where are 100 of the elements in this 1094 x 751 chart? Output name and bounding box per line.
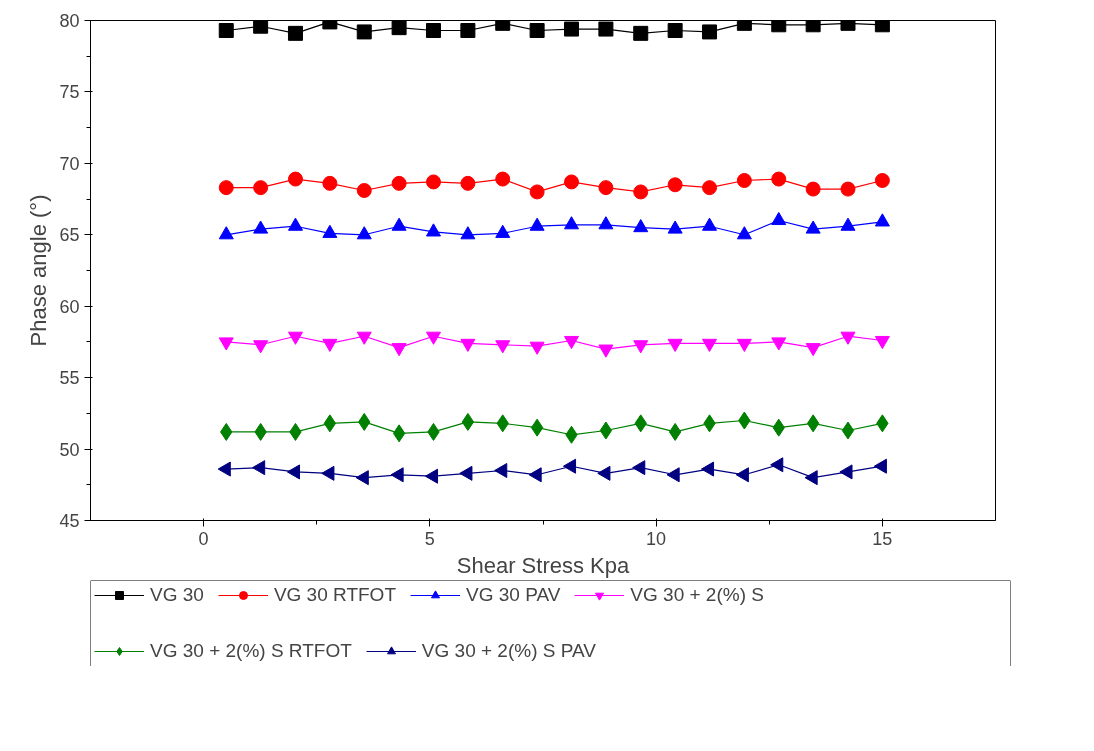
point [702,338,718,352]
point [668,422,682,441]
point [632,460,646,476]
point [425,23,441,38]
point [323,414,337,433]
point [666,467,680,483]
x-tick-label: 0 [198,528,209,549]
point [598,344,614,358]
point [562,458,577,474]
point [564,335,580,350]
point [564,174,580,190]
y-tick-label: 60 [59,296,80,317]
point [599,421,613,440]
point [217,461,231,477]
point [805,181,821,197]
point [356,331,372,345]
point [253,340,269,354]
point [771,337,787,351]
point [564,21,580,37]
x-axis-title: Shear Stress Kpa [456,552,630,578]
point [494,463,508,478]
point [528,467,542,483]
point [218,180,234,196]
point [321,465,335,481]
point [530,418,544,437]
point [253,180,269,196]
point [736,338,752,352]
point [425,331,441,345]
point [529,23,545,38]
point [218,23,234,38]
point [495,171,511,187]
point [667,23,683,38]
y-tick-label: 80 [59,11,80,31]
point [390,467,404,483]
point [702,24,718,40]
point [700,461,715,477]
point [459,465,473,481]
point [286,464,301,480]
point [633,184,649,200]
point [391,175,407,191]
point [839,464,853,480]
point [461,412,475,431]
point [424,468,439,484]
y-axis-title: Phase angle (°) [26,194,52,347]
point [252,460,266,476]
point [356,24,372,40]
point [770,457,784,473]
point [322,338,338,352]
point [806,414,820,433]
point [287,331,303,345]
point [356,183,372,198]
point [355,470,369,486]
point [218,337,234,351]
point [425,174,441,190]
legend-label: VG 30 PAV [466,584,561,606]
x-tick-label: 5 [424,528,435,549]
legend-label: VG 30 RTFOT [273,584,396,606]
point [804,470,818,486]
point [633,25,649,41]
x-tick-label: 15 [872,528,893,549]
point [391,20,407,36]
point [495,340,511,354]
point [841,421,855,440]
point [771,20,787,33]
y-tick-label: 55 [59,368,80,389]
point [597,465,611,481]
legend-label: VG 30 + 2(%) S RTFOT [150,640,352,662]
point [805,343,821,357]
legend-label: VG 30 + 2(%) S PAV [421,640,596,662]
point [805,20,821,33]
point [667,177,683,193]
point [253,20,269,34]
point [460,23,476,38]
point [287,25,303,41]
point [667,338,683,352]
point [840,181,856,197]
point [287,171,303,187]
y-tick-label: 50 [59,439,80,460]
point [633,340,649,354]
point [874,173,890,188]
point [460,175,476,191]
point [391,343,407,357]
legend-label: VG 30 [150,584,204,606]
y-tick-label: 65 [59,225,80,246]
point [598,21,614,37]
y-tick-label: 70 [59,153,80,174]
y-tick-label: 75 [59,82,80,103]
point [529,341,545,355]
point [392,424,406,443]
point [771,171,787,187]
point [736,173,752,188]
point [840,331,856,345]
point [874,335,890,350]
point [874,20,890,33]
point [322,175,338,191]
x-tick-label: 10 [646,528,667,549]
legend-label: VG 30 + 2(%) S [630,584,764,606]
y-tick-label: 45 [59,511,80,531]
point [702,180,718,196]
point [598,180,614,196]
